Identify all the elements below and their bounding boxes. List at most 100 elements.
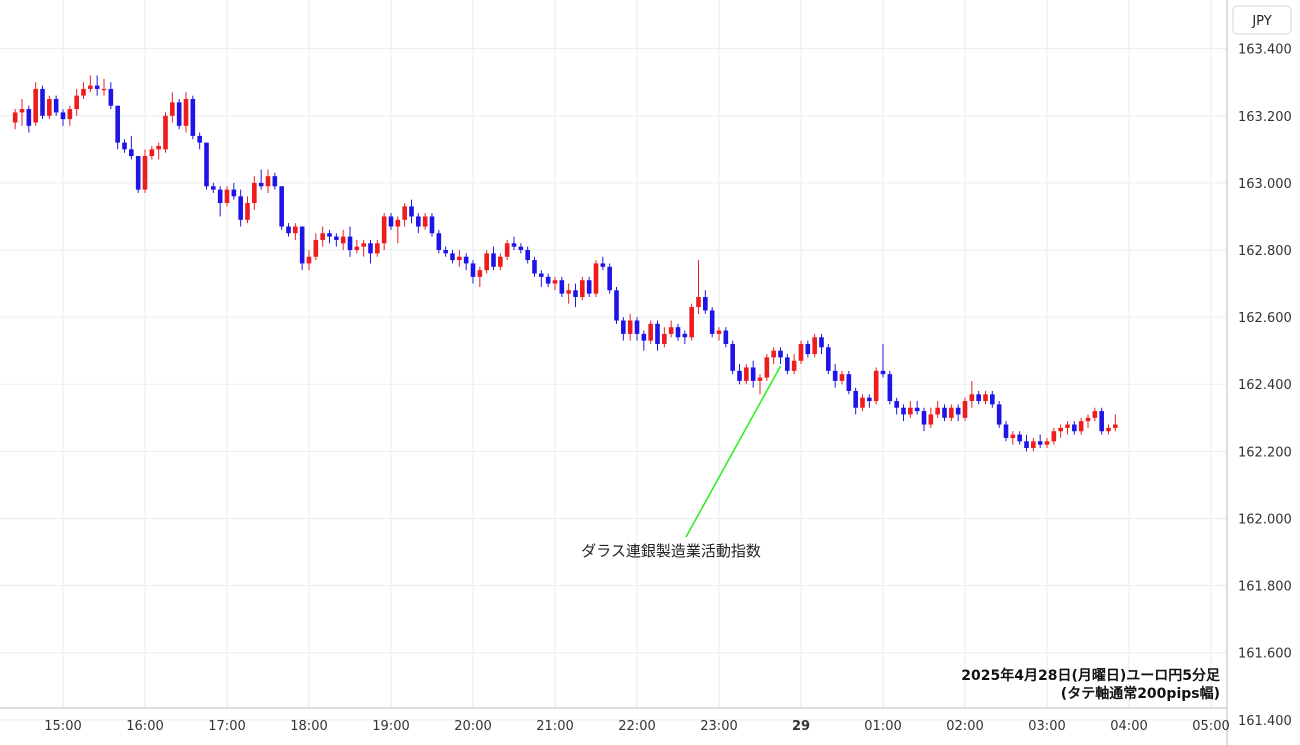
time-tick: 04:00 — [1110, 719, 1147, 734]
candle-body — [1106, 427, 1111, 432]
time-axis: 15:00 16:00 17:00 18:00 19:00 20:00 21:00 22:00… — [44, 719, 1229, 734]
candle — [211, 182, 216, 193]
candle-body — [655, 323, 660, 344]
candle-body — [1099, 411, 1104, 432]
candle-body — [1051, 431, 1057, 442]
candle-body — [1037, 441, 1043, 445]
candle-body — [347, 236, 353, 251]
candle-body — [491, 253, 496, 267]
candles — [12, 75, 1118, 452]
candle-body — [887, 374, 893, 402]
candle-body — [340, 236, 346, 244]
candle — [976, 390, 981, 405]
candle — [949, 404, 954, 422]
candle — [641, 330, 647, 351]
candle — [340, 229, 346, 251]
price-tick: 162.200 — [1238, 445, 1292, 460]
candle-body — [122, 142, 127, 150]
chart-caption-line2: (タテ軸通常200pips幅) — [1061, 685, 1220, 702]
candle — [996, 401, 1002, 428]
candle-body — [470, 263, 476, 277]
candle-body — [771, 350, 776, 358]
candle-body — [525, 250, 530, 261]
candle-body — [477, 270, 483, 277]
candle-body — [409, 206, 414, 217]
candle — [634, 317, 640, 341]
candle-body — [703, 296, 708, 311]
candle-body — [115, 105, 120, 143]
candle — [942, 404, 947, 422]
candle — [901, 404, 906, 422]
candle-body — [511, 243, 517, 247]
candle-body — [67, 109, 73, 120]
candle-body — [498, 256, 503, 267]
candle — [498, 253, 503, 271]
candle-body — [648, 323, 653, 341]
candle — [969, 380, 975, 408]
candle — [1078, 417, 1084, 435]
price-tick: 161.800 — [1238, 580, 1292, 595]
candle — [1099, 407, 1104, 435]
candle-body — [108, 88, 114, 106]
candle — [908, 401, 913, 418]
candle — [716, 327, 722, 341]
candle — [983, 390, 988, 405]
candle-body — [1092, 411, 1098, 418]
candle-body — [306, 256, 312, 264]
time-tick: 16:00 — [126, 719, 163, 734]
candle — [463, 253, 469, 271]
candle-body — [313, 239, 319, 257]
candle — [101, 78, 107, 96]
candle — [764, 354, 770, 381]
time-tick: 15:00 — [44, 719, 81, 734]
candle-body — [1010, 434, 1016, 438]
candle-body — [573, 290, 578, 297]
candle-body — [935, 407, 940, 415]
candle-body — [1031, 441, 1036, 449]
candle — [245, 196, 250, 224]
candle — [334, 233, 339, 247]
candle — [648, 320, 653, 344]
candle-body — [197, 135, 202, 143]
candle-body — [429, 216, 435, 234]
price-tick: 162.600 — [1238, 311, 1292, 326]
candle — [607, 263, 612, 294]
candle — [388, 213, 394, 230]
candle — [586, 276, 592, 297]
candle — [730, 340, 735, 375]
candle — [873, 367, 879, 405]
candle-body — [60, 112, 66, 120]
candle — [1017, 431, 1022, 445]
candle — [1010, 431, 1016, 445]
time-tick: 17:00 — [208, 719, 245, 734]
candle-body — [949, 407, 954, 418]
candle — [108, 82, 114, 110]
candle-body — [443, 250, 448, 254]
candle — [580, 276, 585, 301]
candle — [163, 112, 168, 153]
candle-body — [901, 407, 906, 415]
candle — [894, 397, 899, 415]
candle — [81, 82, 86, 99]
candle-body — [135, 156, 141, 190]
candle-body — [81, 88, 86, 96]
currency-badge[interactable] — [1232, 5, 1292, 35]
candle-body — [402, 206, 407, 220]
candle-body — [190, 98, 196, 136]
candle — [381, 213, 387, 251]
candle-body — [723, 330, 729, 344]
candle-body — [450, 253, 455, 261]
candle — [552, 276, 558, 291]
candle-body — [238, 196, 243, 220]
candle — [53, 95, 59, 116]
candle — [1113, 414, 1118, 432]
candle — [682, 330, 688, 344]
candle-body — [422, 216, 428, 227]
candle-body — [634, 320, 640, 334]
candle — [409, 199, 414, 224]
candle — [60, 109, 66, 126]
candle-body — [204, 142, 209, 187]
candle — [689, 303, 694, 341]
candle-body — [785, 357, 790, 371]
candle-body — [908, 407, 913, 415]
